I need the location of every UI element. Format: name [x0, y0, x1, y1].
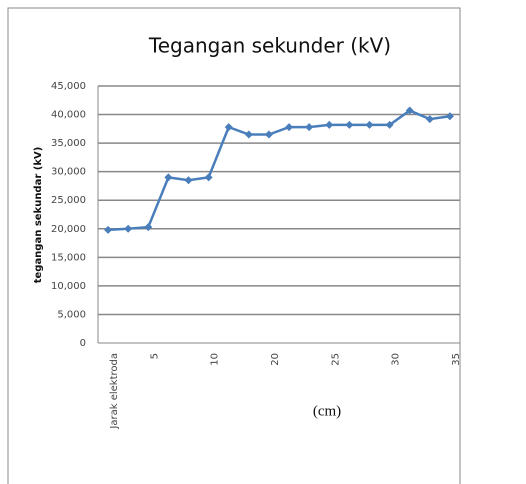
data-point — [285, 123, 294, 132]
y-tick-label: 15,000 — [51, 252, 86, 263]
chart-frame — [7, 7, 461, 484]
chart-title: Tegangan sekunder (kV) — [148, 34, 391, 58]
data-point — [405, 106, 414, 115]
data-point — [244, 130, 253, 139]
data-point — [305, 123, 314, 132]
data-point — [385, 120, 394, 129]
data-point — [425, 115, 434, 124]
y-tick-label: 45,000 — [51, 81, 86, 92]
y-tick-label: 10,000 — [51, 281, 86, 292]
data-line — [107, 109, 451, 232]
data-point — [264, 130, 273, 139]
data-point — [124, 224, 133, 233]
data-point — [445, 112, 454, 121]
data-point — [204, 173, 213, 182]
y-tick-label: 40,000 — [51, 110, 86, 121]
data-point — [164, 173, 173, 182]
y-tick-label: 0 — [80, 338, 86, 349]
y-tick-label: 25,000 — [51, 195, 86, 206]
x-tick-label: 5 — [149, 353, 160, 359]
data-point — [144, 223, 153, 232]
data-point — [365, 120, 374, 129]
y-tick-label: 30,000 — [51, 167, 86, 178]
data-point — [104, 225, 113, 234]
x-tick-label: 20 — [270, 353, 281, 366]
data-point — [184, 176, 193, 185]
y-tick-label: 20,000 — [51, 224, 86, 235]
y-tick-label: 35,000 — [51, 138, 86, 149]
x-tick-label: 10 — [210, 353, 221, 366]
x-tick-label: 25 — [330, 353, 341, 366]
x-tick-label: 35 — [451, 353, 462, 366]
data-point — [224, 123, 233, 132]
y-tick-label: 5,000 — [57, 309, 86, 320]
x-tick-label: 30 — [391, 353, 402, 366]
x-tick-label: Jarak elektroda — [109, 353, 120, 430]
data-point — [345, 120, 354, 129]
x-axis-label: (cm) — [313, 403, 341, 419]
y-axis-label: tegangan sekundar (kV) — [33, 147, 44, 284]
data-point — [325, 120, 334, 129]
